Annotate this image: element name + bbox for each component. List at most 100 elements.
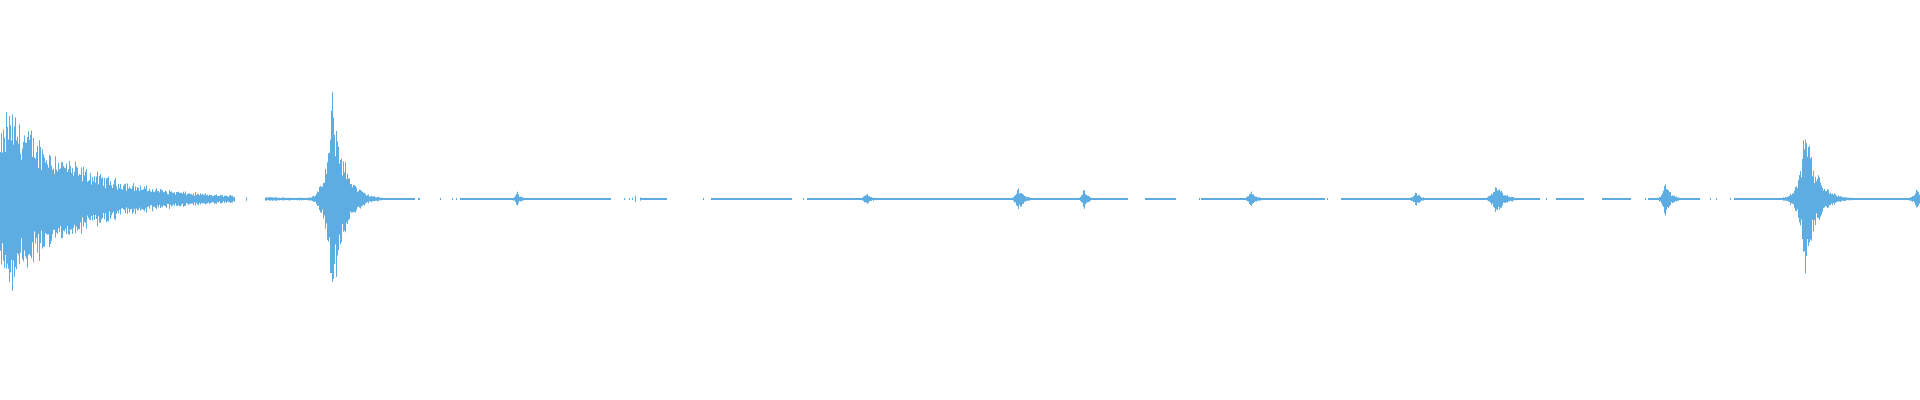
waveform-sample [1652,198,1653,200]
waveform-sample [1127,198,1128,200]
waveform-sample [1492,194,1493,204]
waveform-sample [1821,185,1822,215]
waveform-sample [297,197,298,201]
waveform-sample [549,198,550,200]
waveform-sample [1686,198,1687,200]
waveform-sample [467,198,468,200]
waveform-sample [1309,198,1310,200]
waveform-sample [864,195,865,203]
waveform-sample [847,198,848,200]
waveform-sample [1511,196,1512,202]
waveform-sample [1240,198,1241,200]
waveform-sample [545,198,546,200]
waveform-sample [83,166,84,227]
waveform-sample [811,198,812,200]
waveform-sample [1401,198,1402,200]
waveform-sample [1034,198,1035,200]
waveform-sample [47,164,48,235]
waveform-sample [1695,198,1696,200]
waveform-sample [892,198,893,200]
waveform-sample [1381,198,1382,200]
waveform-sample [359,189,360,208]
waveform-sample [1002,198,1003,200]
waveform-sample [91,184,92,216]
waveform-sample [1259,197,1260,201]
waveform-sample [998,198,999,200]
waveform-sample [315,195,316,202]
waveform-sample [310,197,311,201]
waveform-sample [470,198,471,200]
waveform-sample [1740,198,1741,200]
waveform-sample [207,194,208,204]
waveform-sample [527,198,528,200]
waveform-sample [1605,198,1606,200]
waveform-sample [1345,198,1346,200]
waveform-sample [340,159,341,245]
waveform-sample [1284,198,1285,200]
waveform-sample [776,198,777,200]
waveform-sample [1608,198,1609,200]
waveform-sample [1099,198,1100,200]
waveform-sample [71,172,72,230]
waveform-sample [1824,188,1825,208]
waveform-sample [1487,197,1488,201]
waveform-sample [1025,196,1026,202]
waveform-sample [1437,198,1438,200]
waveform-sample [1558,198,1559,200]
waveform-sample [1350,198,1351,200]
waveform-sample [765,198,766,200]
waveform-sample [1344,198,1345,200]
waveform-sample [579,198,580,200]
waveform-sample [1857,198,1858,200]
waveform-sample [1262,198,1263,200]
waveform-sample [499,198,500,200]
waveform-sample [1870,198,1871,200]
waveform-sample [1679,197,1680,200]
waveform-sample [923,198,924,200]
waveform-sample [201,194,202,203]
waveform-sample [1278,198,1279,200]
waveform-sample [1215,198,1216,200]
waveform-sample [768,198,769,200]
waveform-sample [110,181,111,219]
waveform-sample [1109,198,1110,200]
waveform-sample [1218,198,1219,200]
waveform-sample [1390,198,1391,200]
waveform-sample [511,198,512,200]
waveform-sample [653,198,654,200]
waveform-sample [104,177,105,220]
waveform-sample [29,139,30,254]
waveform-sample [1903,198,1904,200]
waveform-sample [1310,198,1311,200]
waveform-sample [552,198,553,200]
waveform-sample [1376,198,1377,200]
waveform-sample [161,189,162,207]
waveform-sample [41,169,42,231]
waveform-sample [413,198,414,200]
waveform-sample [1814,183,1815,221]
waveform-sample [1743,198,1744,200]
waveform-sample [733,198,734,200]
waveform-sample [1016,193,1017,206]
waveform-sample [914,198,915,200]
waveform-sample [1914,195,1915,203]
waveform-sample [460,198,461,200]
waveform-sample [398,198,399,200]
waveform-sample [363,192,364,205]
waveform-sample [624,198,625,200]
waveform-sample [1894,198,1895,200]
waveform-sample [484,198,485,200]
waveform-sample [394,198,395,200]
waveform-sample [1879,198,1880,200]
waveform-sample [1275,198,1276,200]
waveform-sample [1084,190,1085,209]
waveform-sample [206,195,207,204]
waveform-sample [1670,192,1671,205]
waveform-sample [300,198,301,200]
waveform-sample [124,184,125,211]
waveform-sample [972,198,973,200]
waveform-sample [872,197,873,200]
waveform-sample [1609,198,1610,200]
waveform-sample [973,198,974,200]
waveform-sample [1033,198,1034,200]
